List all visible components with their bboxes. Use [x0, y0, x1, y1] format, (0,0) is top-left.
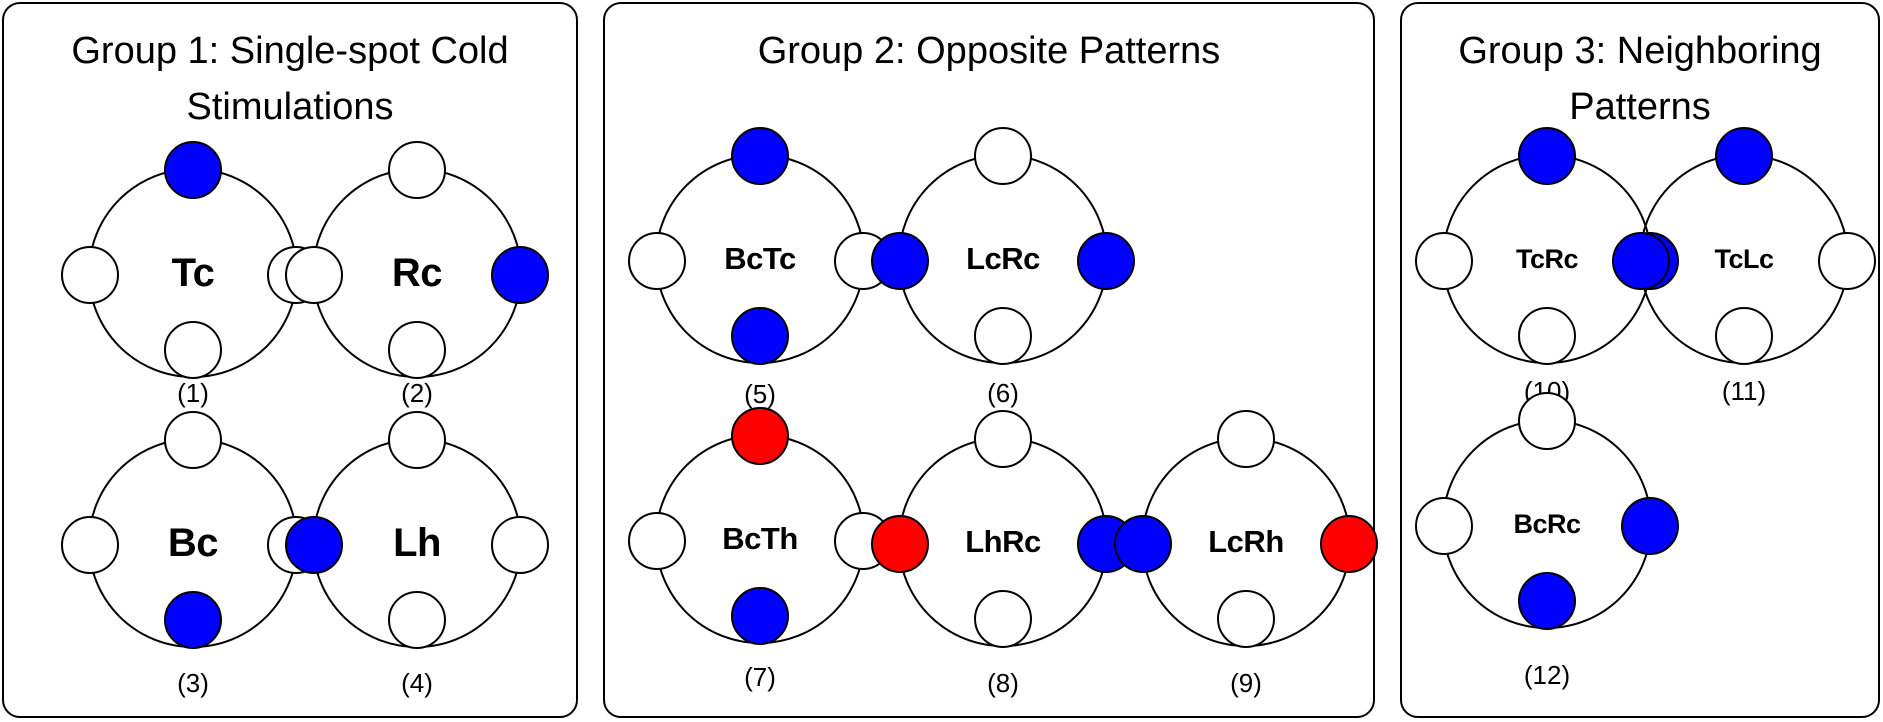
- stim-spot-top-neutral: [974, 410, 1032, 468]
- stim-spot-top-neutral: [388, 141, 446, 199]
- stim-spot-left-hot: [871, 515, 929, 573]
- pattern-label: Bc: [167, 520, 219, 565]
- stim-spot-top-neutral: [1217, 410, 1275, 468]
- pattern-label: LcRh: [1208, 524, 1284, 559]
- group-1-title-line-1: Group 1: Single-spot Cold: [71, 30, 509, 72]
- stim-spot-bottom-cold: [1518, 572, 1576, 630]
- stim-spot-bottom-neutral: [1518, 307, 1576, 365]
- pattern-ring: BcRc: [1415, 392, 1679, 630]
- pattern-ring: Lh: [285, 411, 549, 649]
- stim-spot-left-neutral: [628, 232, 686, 290]
- pattern-ring: LcRh: [1114, 410, 1378, 648]
- pattern-label: TcRc: [1515, 243, 1579, 274]
- stim-spot-top-neutral: [974, 127, 1032, 185]
- stim-spot-left-cold: [1612, 232, 1670, 290]
- group-1-title-line-2: Stimulations: [186, 86, 394, 128]
- stim-spot-top-cold: [164, 141, 222, 199]
- stim-spot-right-neutral: [1818, 232, 1876, 290]
- pattern-ring: BcTh: [628, 407, 892, 645]
- stim-spot-right-neutral: [491, 516, 549, 574]
- stim-spot-right-cold: [491, 246, 549, 304]
- pattern-label: BcRc: [1513, 508, 1581, 539]
- pattern-number: (7): [744, 662, 776, 692]
- pattern-number: (11): [1721, 376, 1767, 406]
- group-3-title-line-1: Group 3: Neighboring: [1458, 30, 1822, 72]
- stim-spot-right-cold: [1077, 232, 1135, 290]
- pattern-number: (2): [401, 378, 433, 408]
- pattern-ring: Rc: [285, 141, 549, 379]
- pattern-ring: TcLc: [1612, 127, 1876, 365]
- stim-spot-left-neutral: [285, 246, 343, 304]
- pattern-ring: LhRc: [871, 410, 1135, 648]
- stim-spot-bottom-neutral: [974, 307, 1032, 365]
- stim-spot-bottom-cold: [731, 307, 789, 365]
- pattern-label: BcTc: [724, 241, 796, 276]
- pattern-label: Tc: [171, 250, 215, 295]
- stim-spot-bottom-neutral: [164, 321, 222, 379]
- stim-spot-left-cold: [871, 232, 929, 290]
- stim-spot-left-neutral: [1415, 497, 1473, 555]
- group-2-panel: Group 2: Opposite Patterns BcTc (5) LcRc…: [603, 2, 1378, 718]
- stim-spot-top-neutral: [1518, 392, 1576, 450]
- pattern-number: (1): [177, 378, 209, 408]
- pattern-label: TcLc: [1714, 243, 1774, 274]
- stim-spot-right-hot: [1320, 515, 1378, 573]
- stim-spot-bottom-cold: [164, 591, 222, 649]
- group-3-panel: Group 3: Neighboring Patterns TcRc (10) …: [1400, 2, 1880, 718]
- stim-spot-top-neutral: [164, 411, 222, 469]
- stim-spot-bottom-neutral: [388, 321, 446, 379]
- stim-spot-left-neutral: [61, 246, 119, 304]
- pattern-number: (8): [987, 668, 1019, 698]
- stim-spot-bottom-neutral: [974, 590, 1032, 648]
- stim-spot-top-cold: [1715, 127, 1773, 185]
- stim-spot-left-cold: [285, 516, 343, 574]
- stim-spot-top-cold: [1518, 127, 1576, 185]
- stim-spot-left-neutral: [628, 512, 686, 570]
- pattern-number: (12): [1523, 660, 1571, 690]
- stim-spot-left-cold: [1114, 515, 1172, 573]
- group-2-title-line-1: Group 2: Opposite Patterns: [757, 30, 1221, 72]
- pattern-ring: Bc: [61, 411, 325, 649]
- pattern-number: (6): [987, 378, 1019, 408]
- group-1-panel: Group 1: Single-spot Cold Stimulations T…: [2, 2, 578, 718]
- pattern-number: (9): [1230, 668, 1262, 698]
- stim-spot-top-neutral: [388, 411, 446, 469]
- pattern-label: Lh: [393, 520, 441, 565]
- stim-spot-left-neutral: [1415, 232, 1473, 290]
- pattern-label: BcTh: [722, 521, 798, 556]
- pattern-ring: LcRc: [871, 127, 1135, 365]
- stim-spot-bottom-neutral: [1217, 590, 1275, 648]
- group-3-title-line-2: Patterns: [1569, 86, 1711, 128]
- pattern-label: Rc: [391, 250, 443, 295]
- stim-spot-right-cold: [1621, 497, 1679, 555]
- stim-spot-top-hot: [731, 407, 789, 465]
- stim-spot-bottom-neutral: [1715, 307, 1773, 365]
- pattern-label: LhRc: [965, 524, 1041, 559]
- pattern-number: (3): [177, 668, 209, 698]
- stim-spot-bottom-cold: [731, 587, 789, 645]
- stim-spot-top-cold: [731, 127, 789, 185]
- pattern-ring: Tc: [61, 141, 325, 379]
- stim-spot-left-neutral: [61, 516, 119, 574]
- pattern-ring: BcTc: [628, 127, 892, 365]
- pattern-label: LcRc: [966, 241, 1040, 276]
- pattern-number: (5): [744, 379, 776, 409]
- stim-spot-bottom-neutral: [388, 591, 446, 649]
- pattern-number: (4): [401, 668, 433, 698]
